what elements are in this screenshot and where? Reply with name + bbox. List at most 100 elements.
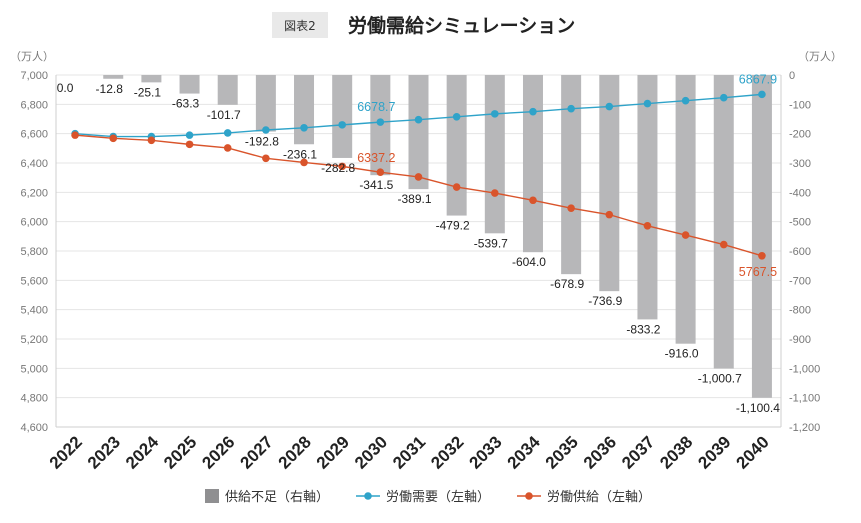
axes: 4,600 4,800 5,000 5,200 5,400 5,600 5,800 6,000… <box>20 70 820 434</box>
data-labels: 0.0 -12.8 -25.1 -63.3 -101.7 -192.8 -236.1 -282… <box>57 72 781 414</box>
series-marker <box>414 115 423 124</box>
bar-value-label: -63.3 <box>172 97 200 111</box>
bar <box>675 75 696 344</box>
legend-bar-swatch <box>205 489 219 503</box>
series-marker <box>681 231 690 239</box>
series-marker <box>147 136 156 145</box>
bar-value-label: -192.8 <box>245 135 279 149</box>
bar <box>751 75 772 398</box>
bar-value-label: -25.1 <box>134 85 162 99</box>
left-tick-label: 7,000 <box>20 70 48 82</box>
bar <box>332 75 353 158</box>
right-tick-label: -700 <box>789 275 811 287</box>
bar <box>713 75 734 369</box>
series-marker <box>300 158 308 167</box>
series-marker <box>643 99 652 108</box>
series-marker <box>605 210 614 219</box>
bar <box>522 75 543 253</box>
legend: 供給不足（右軸） 労働需要（左軸） 労働供給（左軸） <box>205 489 651 505</box>
right-tick-label: -1,200 <box>789 422 820 434</box>
chart-title: 労働需給シミュレーション <box>348 14 575 37</box>
legend-supply-label: 労働供給（左軸） <box>547 490 651 505</box>
series-marker <box>262 126 270 134</box>
bar <box>103 75 124 79</box>
bar <box>141 75 162 83</box>
x-tick-label: 2029 <box>313 432 353 472</box>
bar <box>294 75 315 145</box>
bar-value-label: -389.1 <box>397 192 431 206</box>
bar <box>217 75 238 105</box>
legend-demand-label: 労働需要（左軸） <box>386 490 490 505</box>
bar <box>637 75 658 320</box>
bar <box>255 75 276 132</box>
bar-value-label: -12.8 <box>96 82 124 96</box>
legend-demand-marker <box>364 492 372 500</box>
series-marker <box>185 140 194 149</box>
x-tick-label: 2035 <box>542 432 582 472</box>
series-marker <box>262 154 270 163</box>
bar-value-label: -101.7 <box>207 108 241 122</box>
point-value-label: 6678.7 <box>357 100 395 114</box>
x-tick-label: 2036 <box>580 432 620 472</box>
x-tick-label: 2026 <box>198 432 238 472</box>
right-tick-label: -800 <box>789 305 811 317</box>
point-value-label: 5767.5 <box>739 265 777 279</box>
series-marker <box>338 121 346 129</box>
bar-value-label: -341.5 <box>359 178 393 192</box>
left-tick-label: 4,600 <box>20 422 48 434</box>
right-tick-label: -200 <box>789 129 811 141</box>
series-marker <box>567 204 575 212</box>
x-tick-label: 2034 <box>504 432 545 473</box>
left-tick-label: 6,800 <box>20 99 48 111</box>
series-marker <box>223 144 232 152</box>
left-tick-label: 6,200 <box>20 187 48 199</box>
series-marker <box>452 113 461 121</box>
bar <box>446 75 467 216</box>
left-tick-label: 6,400 <box>20 158 48 170</box>
bar-value-label: -678.9 <box>550 277 584 291</box>
series-marker <box>491 189 499 197</box>
series-marker <box>605 102 614 111</box>
bar-value-label: -833.2 <box>626 322 660 336</box>
x-tick-label: 2022 <box>46 432 86 472</box>
lines <box>71 90 766 260</box>
series-marker <box>376 118 385 126</box>
series-marker <box>414 173 423 181</box>
series-marker <box>567 104 575 113</box>
left-tick-label: 5,600 <box>20 275 48 287</box>
x-tick-label: 2030 <box>351 432 391 472</box>
point-value-label: 6337.2 <box>357 151 395 165</box>
series-marker <box>529 196 537 205</box>
series-marker <box>300 124 308 132</box>
left-axis-unit: （万人） <box>10 50 54 63</box>
series-marker <box>719 240 728 249</box>
x-tick-label: 2033 <box>465 432 505 472</box>
series-marker <box>643 221 652 230</box>
right-tick-label: -100 <box>789 99 811 111</box>
series-marker <box>452 183 461 191</box>
right-tick-label: -600 <box>789 246 811 258</box>
x-tick-label: 2037 <box>618 432 658 472</box>
series-marker <box>491 110 499 118</box>
bar <box>408 75 429 190</box>
series-marker <box>681 96 690 105</box>
series-marker <box>376 168 385 177</box>
left-tick-label: 5,200 <box>20 334 48 346</box>
bar <box>599 75 620 292</box>
bar-value-label: -479.2 <box>436 219 470 233</box>
legend-supply-marker <box>525 492 533 500</box>
bar-value-label: -539.7 <box>474 236 508 250</box>
right-tick-label: -900 <box>789 334 811 346</box>
left-tick-label: 4,800 <box>20 393 48 405</box>
x-tick-label: 2039 <box>694 432 734 472</box>
bar-value-label: -916.0 <box>665 347 699 361</box>
right-tick-label: -1,100 <box>789 393 820 405</box>
left-tick-label: 5,800 <box>20 246 48 258</box>
bar-value-label: -282.8 <box>321 161 355 175</box>
x-tick-label: 2023 <box>84 432 124 472</box>
right-axis-unit: （万人） <box>798 50 842 63</box>
series-marker <box>758 90 766 99</box>
left-tick-label: 5,400 <box>20 305 48 317</box>
left-tick-label: 6,600 <box>20 129 48 141</box>
